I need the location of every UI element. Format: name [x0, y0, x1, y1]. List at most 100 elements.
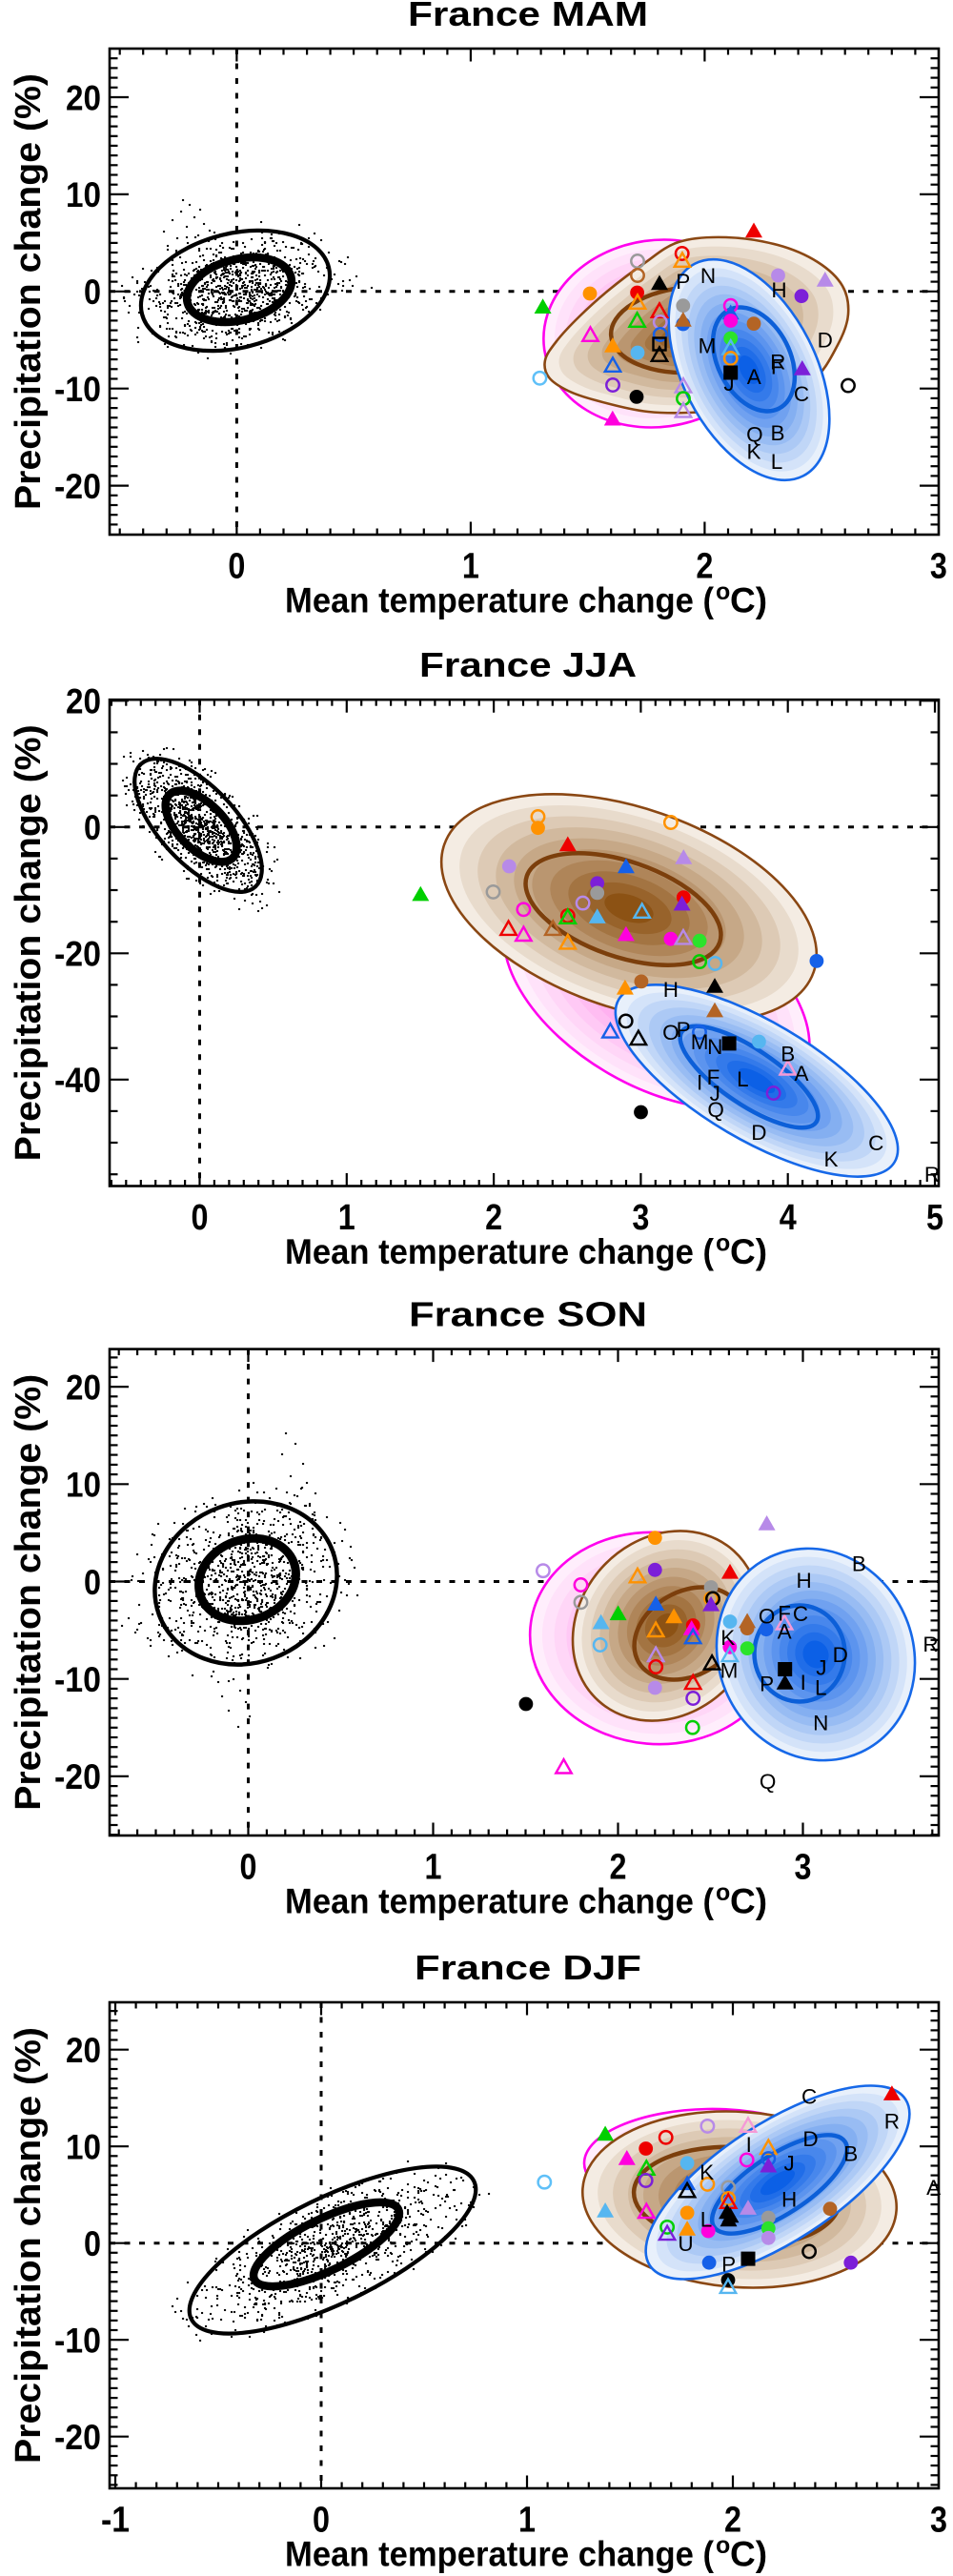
svg-text:France MAM: France MAM — [408, 0, 648, 33]
svg-text:I: I — [697, 1071, 702, 1095]
svg-text:France SON: France SON — [409, 1295, 647, 1334]
svg-text:0: 0 — [192, 1198, 209, 1238]
svg-text:C): C) — [730, 581, 767, 620]
svg-text:-20: -20 — [54, 2418, 101, 2457]
svg-text:A: A — [778, 1619, 792, 1643]
svg-text:Precipitation change (%): Precipitation change (%) — [9, 1374, 49, 1811]
svg-text:L: L — [737, 1067, 749, 1091]
svg-text:0: 0 — [240, 1848, 257, 1888]
svg-text:C): C) — [730, 2535, 767, 2574]
svg-text:1: 1 — [518, 2501, 536, 2541]
svg-text:R: R — [884, 2110, 900, 2134]
svg-text:C: C — [794, 382, 809, 406]
svg-text:10: 10 — [66, 1466, 101, 1505]
svg-text:M: M — [699, 335, 717, 358]
svg-text:-20: -20 — [54, 935, 101, 974]
svg-text:D: D — [818, 328, 833, 352]
svg-text:U: U — [678, 2232, 693, 2256]
svg-text:L: L — [700, 2208, 713, 2232]
svg-text:F: F — [778, 1601, 791, 1625]
svg-text:D: D — [802, 2127, 818, 2151]
svg-text:B: B — [852, 1552, 866, 1575]
svg-text:o: o — [716, 1879, 730, 1906]
svg-text:10: 10 — [66, 2128, 101, 2167]
svg-text:2: 2 — [724, 2501, 741, 2541]
svg-text:C: C — [801, 2085, 817, 2109]
svg-text:B: B — [781, 1042, 795, 1065]
svg-text:C: C — [793, 1602, 808, 1626]
svg-text:D: D — [751, 1121, 766, 1145]
svg-text:Q: Q — [707, 1098, 724, 1122]
svg-text:-10: -10 — [54, 2322, 101, 2361]
svg-text:-1: -1 — [101, 2501, 130, 2541]
svg-text:Mean temperature change (: Mean temperature change ( — [285, 2535, 715, 2574]
svg-text:B: B — [843, 2142, 858, 2166]
svg-text:20: 20 — [66, 1368, 101, 1407]
svg-text:-40: -40 — [54, 1061, 101, 1100]
svg-text:1: 1 — [338, 1198, 355, 1238]
svg-text:A: A — [794, 1062, 808, 1085]
svg-text:0: 0 — [84, 2224, 101, 2263]
svg-text:Precipitation change (%): Precipitation change (%) — [9, 73, 49, 510]
svg-text:o: o — [716, 578, 730, 605]
svg-text:1: 1 — [425, 1848, 442, 1888]
svg-text:-10: -10 — [54, 1660, 101, 1699]
svg-text:20: 20 — [66, 2031, 101, 2070]
svg-text:N: N — [707, 1035, 722, 1059]
svg-text:4: 4 — [780, 1198, 797, 1238]
svg-text:C: C — [868, 1131, 883, 1155]
svg-text:-10: -10 — [54, 370, 101, 409]
svg-text:Q: Q — [746, 423, 763, 447]
svg-text:-20: -20 — [54, 467, 101, 506]
svg-text:20: 20 — [66, 78, 101, 117]
svg-text:H: H — [663, 978, 679, 1002]
svg-text:N: N — [700, 264, 716, 288]
svg-text:Precipitation change (%): Precipitation change (%) — [9, 2027, 49, 2464]
svg-text:Mean temperature change (: Mean temperature change ( — [285, 1232, 715, 1271]
svg-text:H: H — [796, 1569, 811, 1592]
svg-text:K: K — [823, 1147, 838, 1171]
svg-text:K: K — [720, 1626, 735, 1650]
svg-text:F: F — [707, 1065, 720, 1089]
svg-text:C): C) — [730, 1232, 767, 1271]
svg-text:10: 10 — [66, 175, 101, 214]
svg-text:J: J — [723, 372, 734, 396]
svg-text:N: N — [813, 1711, 828, 1734]
svg-text:H: H — [781, 2187, 797, 2211]
svg-text:F: F — [771, 355, 784, 379]
svg-text:0: 0 — [84, 808, 101, 847]
svg-text:C): C) — [730, 1882, 767, 1921]
svg-text:Q: Q — [760, 1770, 777, 1794]
svg-text:0: 0 — [228, 547, 245, 587]
svg-text:o: o — [716, 1230, 730, 1257]
svg-text:P: P — [677, 1018, 691, 1042]
svg-text:P: P — [721, 2253, 736, 2277]
svg-text:H: H — [771, 278, 786, 302]
svg-text:20: 20 — [66, 682, 101, 721]
svg-text:3: 3 — [795, 1848, 812, 1888]
svg-text:3: 3 — [632, 1198, 649, 1238]
svg-text:0: 0 — [84, 273, 101, 312]
svg-text:M: M — [720, 1658, 739, 1682]
svg-text:1: 1 — [462, 547, 479, 587]
svg-text:2: 2 — [696, 547, 713, 587]
svg-text:O: O — [759, 1605, 776, 1629]
svg-text:K: K — [700, 2160, 714, 2184]
svg-text:A: A — [747, 365, 761, 389]
svg-text:2: 2 — [610, 1848, 627, 1888]
svg-text:France JJA: France JJA — [419, 645, 637, 684]
svg-text:J: J — [816, 1656, 826, 1680]
svg-text:P: P — [676, 270, 690, 294]
svg-text:K: K — [746, 439, 760, 463]
svg-text:P: P — [760, 1673, 774, 1696]
svg-text:3: 3 — [930, 547, 947, 587]
svg-text:J: J — [710, 1082, 720, 1105]
svg-text:J: J — [783, 2152, 794, 2176]
svg-text:L: L — [815, 1676, 827, 1700]
svg-text:Mean temperature change (: Mean temperature change ( — [285, 581, 715, 620]
svg-text:I: I — [801, 1671, 806, 1694]
svg-text:R: R — [923, 1633, 938, 1656]
svg-text:France DJF: France DJF — [415, 1948, 641, 1987]
svg-text:3: 3 — [930, 2501, 947, 2541]
svg-text:L: L — [771, 450, 783, 474]
